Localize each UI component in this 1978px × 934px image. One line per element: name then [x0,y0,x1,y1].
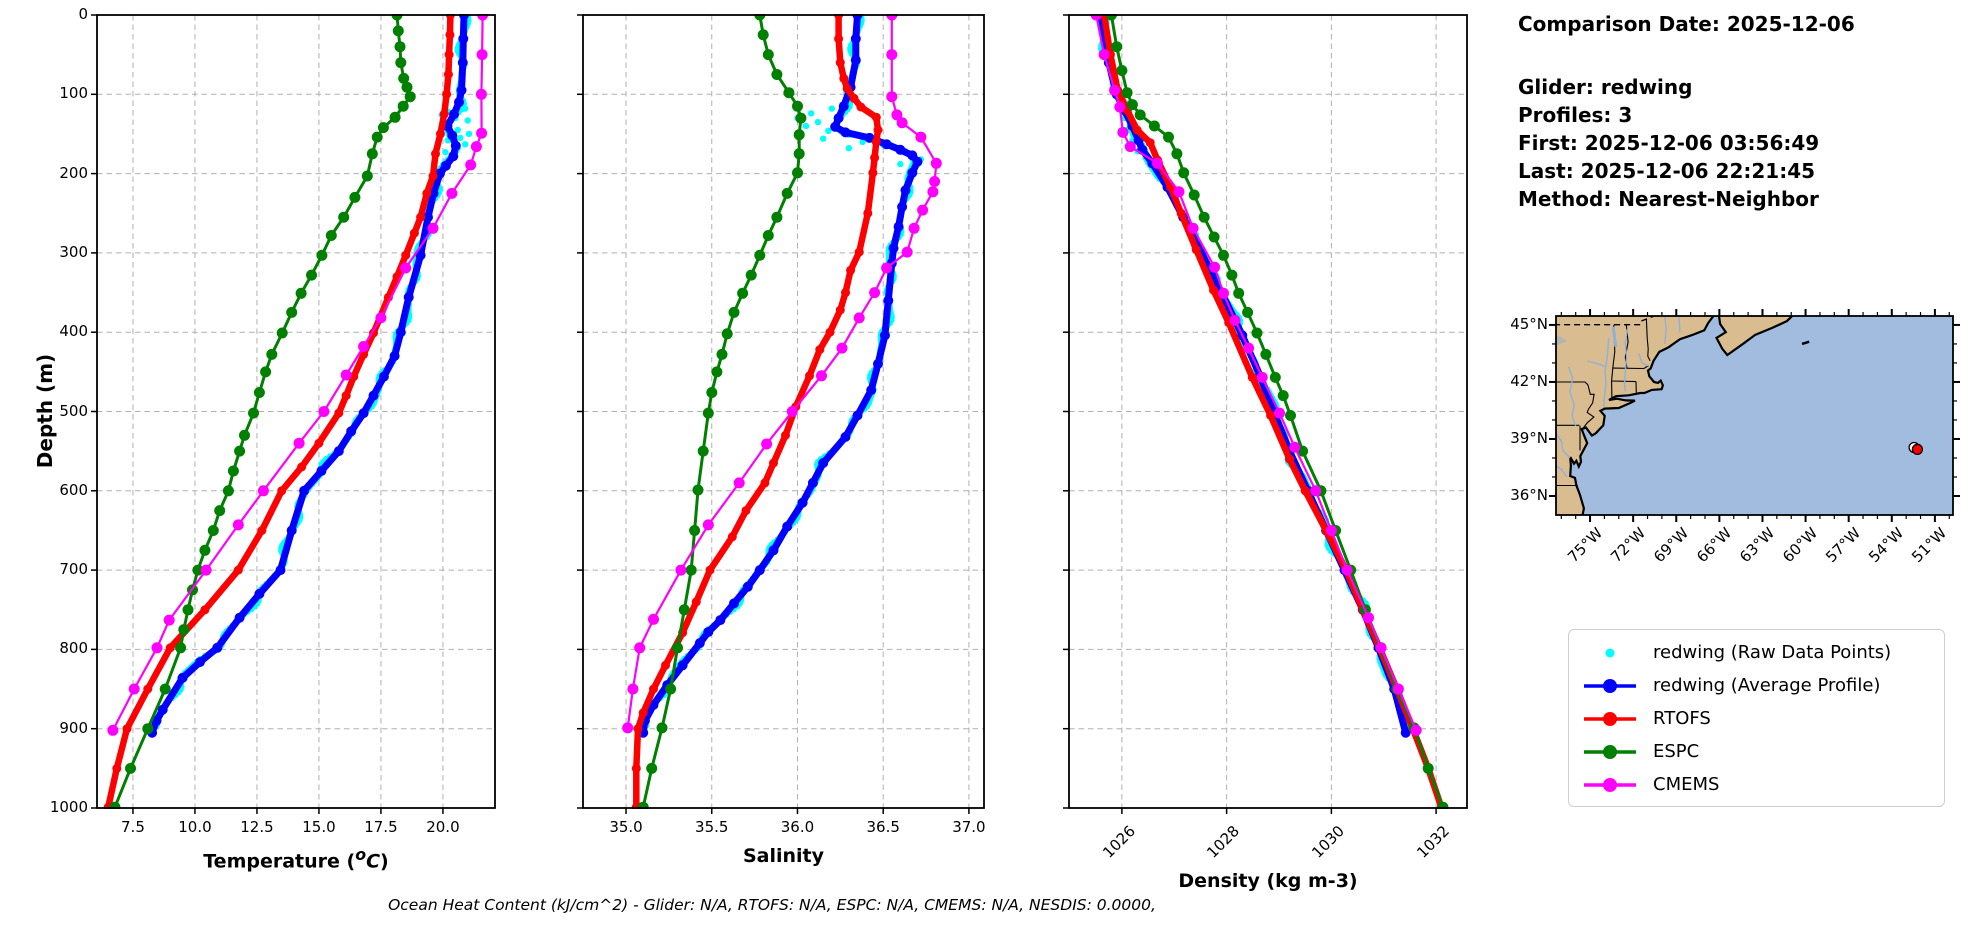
map-ticks [1549,309,1960,522]
depth-tick-label: 800 [59,639,88,658]
salinity-ticks [577,14,970,814]
legend-swatch-rtofs [1584,711,1636,726]
map-state-border [1581,384,1595,430]
legend-item-label: RTOFS [1653,708,1711,729]
legend-item-espc: ESPC [1579,735,1944,768]
map-state-border [1645,319,1651,361]
map-dashed-border [1556,316,1654,326]
salinity-axis-label: Salinity [742,845,825,867]
legend-item-rtofs: RTOFS [1579,702,1944,735]
temperature-tick-label: 15.0 [302,818,336,836]
temperature-espc-series [109,14,416,809]
density-axis-label: Density (kg m-3) [1178,870,1358,892]
depth-tick-label: 900 [59,718,88,737]
map-land [1556,316,1715,515]
glider-end-marker [1911,443,1924,456]
legend-swatch-espc [1584,744,1636,759]
legend: redwing (Raw Data Points) redwing (Averag… [1568,629,1945,807]
temperature-rtofs-series [103,14,455,809]
temperature-tick-label: 12.5 [240,818,274,836]
temperature-average-series [147,14,469,738]
legend-swatch-raw [1605,648,1615,657]
density-cmems-series [1090,14,1422,736]
map-nova-scotia [1715,316,1794,357]
map-lat-tick-label: 42°N [1510,371,1548,390]
density-grid [1069,15,1467,808]
map-river [1638,353,1649,367]
depth-tick-label: 100 [59,84,88,103]
first-profile-text: First: 2025-12-06 03:56:49 [1518,131,1820,155]
depth-tick-label: 600 [59,480,88,499]
salinity-tick-label: 37.0 [952,818,986,836]
depth-tick-label: 700 [59,560,88,579]
density-panel [1063,14,1468,814]
map-lat-tick-label: 45°N [1510,314,1548,333]
legend-swatch-cmems [1584,777,1636,792]
map-lat-tick-label: 39°N [1510,428,1548,447]
temperature-panel [91,14,496,814]
legend-item-label: redwing (Raw Data Points) [1653,642,1892,663]
depth-tick-label: 400 [59,322,88,341]
map-lat-tick-label: 36°N [1510,485,1548,504]
map-state-border [1611,368,1614,382]
temperature-tick-label: 20.0 [426,818,460,836]
map-river [1678,317,1681,333]
map-river [1603,338,1610,408]
map-river [1587,360,1606,368]
map-lake-champlain [1611,326,1618,348]
temperature-cmems-series [107,14,489,736]
salinity-espc-series [637,14,807,809]
density-ticks [1063,14,1437,814]
map-state-border [1611,380,1637,383]
map-river [1664,316,1667,344]
salinity-cmems-series [622,14,942,734]
salinity-tick-label: 36.0 [780,818,815,836]
map-river [1556,432,1571,459]
temperature-grid [97,15,495,808]
last-profile-text: Last: 2025-12-06 22:21:45 [1518,159,1816,183]
depth-tick-label: 200 [59,163,88,182]
temperature-raw-points [153,14,473,729]
salinity-tick-label: 36.5 [866,818,900,836]
map-state-border [1556,381,1589,386]
depth-tick-label: 300 [59,242,88,261]
temperature-tick-label: 10.0 [178,818,212,836]
profiles-count-text: Profiles: 3 [1518,103,1633,127]
comparison-date-text: Comparison Date: 2025-12-06 [1518,12,1855,36]
legend-swatch-average [1584,678,1636,693]
legend-item-label: ESPC [1653,741,1700,762]
salinity-panel [577,14,985,814]
legend-item-raw: redwing (Raw Data Points) [1579,636,1944,669]
map-frame [1555,315,1954,516]
temperature-ticks [91,14,444,814]
map-river [1556,465,1568,478]
ocean-heat-content-caption: Ocean Heat Content (kJ/cm^2) - Glider: N… [388,896,1156,914]
salinity-tick-label: 35.5 [695,818,729,836]
map-inset [1549,309,1960,522]
temperature-tick-label: 17.5 [364,818,398,836]
y-axis-label: Depth (m) [33,353,57,469]
map-river [1623,328,1629,392]
glider-name-text: Glider: redwing [1518,75,1693,99]
salinity-tick-label: 35.0 [609,818,643,836]
depth-tick-label: 1000 [49,798,88,816]
legend-item-label: redwing (Average Profile) [1653,675,1881,696]
legend-item-label: CMEMS [1653,774,1720,795]
method-text: Method: Nearest-Neighbor [1518,187,1819,211]
map-state-border [1612,365,1649,370]
depth-tick-label: 0 [78,5,88,23]
map-sable-island [1801,340,1810,346]
map-lake-gray [1556,335,1568,346]
temperature-axis-label: Temperature (oC) [203,845,389,873]
depth-tick-label: 500 [59,401,88,420]
temperature-tick-label: 7.5 [121,818,145,836]
legend-item-average: redwing (Average Profile) [1579,669,1944,702]
map-river [1567,366,1577,426]
legend-item-cmems: CMEMS [1579,768,1944,801]
